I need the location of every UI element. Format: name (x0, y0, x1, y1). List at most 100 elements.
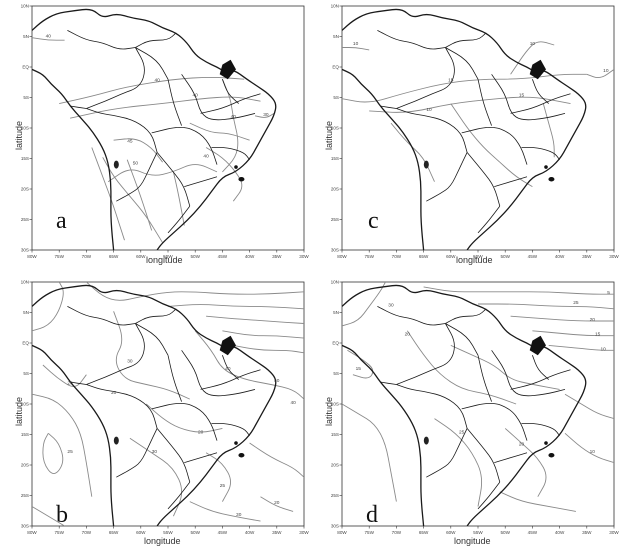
contour-line (189, 122, 250, 141)
panel-letter: a (56, 208, 67, 234)
x-tick-label: 60W (136, 530, 146, 535)
map-frame (31, 281, 305, 527)
y-tick-label: 10N (21, 280, 29, 285)
contour-label: 40 (193, 92, 199, 98)
y-tick-label: 20S (21, 463, 29, 468)
x-tick-label: 70W (82, 254, 92, 259)
map-content: 10 15 10 10 15 10 (342, 8, 614, 250)
lake-marker (113, 436, 119, 445)
country-border (494, 452, 528, 463)
country-border (396, 47, 455, 109)
y-tick-label: EQ (332, 65, 339, 70)
x-tick-label: 40W (245, 530, 255, 535)
y-tick-label: EQ (22, 341, 29, 346)
x-tick-label: 30W (609, 254, 619, 259)
contour-line (167, 304, 304, 310)
contour-label: 50 (274, 378, 280, 384)
country-border (445, 32, 487, 48)
contour-line (91, 147, 125, 241)
country-border (181, 350, 256, 397)
country-border (135, 47, 169, 80)
x-tick-label: 55W (473, 530, 483, 535)
country-border (222, 355, 239, 380)
x-tick-label: 55W (163, 530, 173, 535)
bay-marker (529, 335, 546, 356)
map-content: 40 40 40 45 50 40 40 30 (32, 8, 277, 250)
x-axis-label: longitude (146, 255, 183, 265)
country-border (477, 205, 501, 234)
contour-label: 10 (600, 346, 606, 352)
contour-line (564, 393, 614, 420)
contour-line (532, 330, 614, 337)
city-marker (234, 441, 238, 445)
map-panel-a: latitude 40 40 40 45 50 40 40 30 80W 75W 70W 65W 60W… (8, 0, 309, 268)
country-border (86, 108, 158, 153)
country-border (211, 423, 250, 436)
west-coastline (342, 344, 425, 526)
x-tick-label: 35W (582, 530, 592, 535)
map-panel-c: latitude 10 15 10 10 15 10 80W 75W 70W 65W 60W 55W 5… (318, 0, 619, 268)
country-border (167, 481, 191, 510)
y-tick-label: 25S (331, 217, 339, 222)
country-border (135, 32, 177, 48)
contour-label: 15 (356, 366, 362, 372)
x-axis-label: longitude (144, 536, 181, 546)
country-border (396, 323, 455, 385)
contour-line (342, 73, 587, 103)
x-tick-label: 80W (337, 530, 347, 535)
x-tick-label: 60W (446, 254, 456, 259)
y-tick-label: 10N (331, 280, 339, 285)
contour-label: 10 (353, 41, 359, 47)
x-tick-label: 40W (555, 254, 565, 259)
contour-label: 25 (67, 449, 73, 455)
map-plot: 20 30 40 50 30 25 20 30 40 25 20 30 80W 75W 70W 65W 60W 5… (21, 280, 310, 535)
country-border (377, 30, 446, 50)
contour-label: 40 (225, 366, 231, 372)
y-tick-label: EQ (332, 341, 339, 346)
contour-line (102, 157, 163, 243)
contour-label: 5 (607, 290, 610, 296)
x-tick-label: 45W (528, 530, 538, 535)
contour-line (205, 147, 243, 202)
country-border (200, 93, 261, 114)
country-border (151, 403, 218, 441)
y-tick-label: 5N (23, 310, 29, 315)
y-tick-label: 15S (21, 432, 29, 437)
contour-line (586, 69, 614, 79)
lake-marker (113, 160, 119, 169)
country-border (70, 105, 87, 109)
contour-label: 30 (263, 112, 269, 118)
x-tick-label: 40W (555, 530, 565, 535)
y-tick-label: 25S (21, 493, 29, 498)
country-border (135, 323, 169, 356)
contour-label: 10 (590, 449, 596, 455)
x-tick-label: 80W (337, 254, 347, 259)
bay-marker (529, 59, 546, 80)
x-tick-label: 80W (27, 254, 37, 259)
y-tick-label: 15S (21, 156, 29, 161)
contour-label: 25 (573, 300, 579, 306)
x-tick-label: 30W (299, 254, 309, 259)
contour-label: 20 (519, 441, 525, 447)
x-tick-label: 75W (364, 530, 374, 535)
y-tick-label: 15S (331, 156, 339, 161)
contour-label: 20 (590, 317, 596, 323)
country-border (445, 47, 479, 80)
x-tick-label: 50W (500, 254, 510, 259)
x-tick-label: 35W (582, 254, 592, 259)
contour-label: 30 (127, 359, 133, 365)
map-content: 30 25 20 15 10 5 20 25 15 20 10 (342, 282, 614, 526)
contour-line (32, 37, 65, 41)
x-tick-label: 50W (190, 254, 200, 259)
west-coastline (32, 68, 115, 250)
contour-line (510, 41, 555, 75)
y-tick-label: 15S (331, 432, 339, 437)
contour-line (499, 491, 576, 512)
contour-line (129, 437, 183, 517)
x-tick-label: 65W (419, 530, 429, 535)
x-tick-label: 30W (609, 530, 619, 535)
panel-letter: d (366, 502, 378, 528)
country-border (86, 323, 145, 385)
contour-label: 30 (236, 512, 242, 518)
country-border (445, 323, 479, 356)
